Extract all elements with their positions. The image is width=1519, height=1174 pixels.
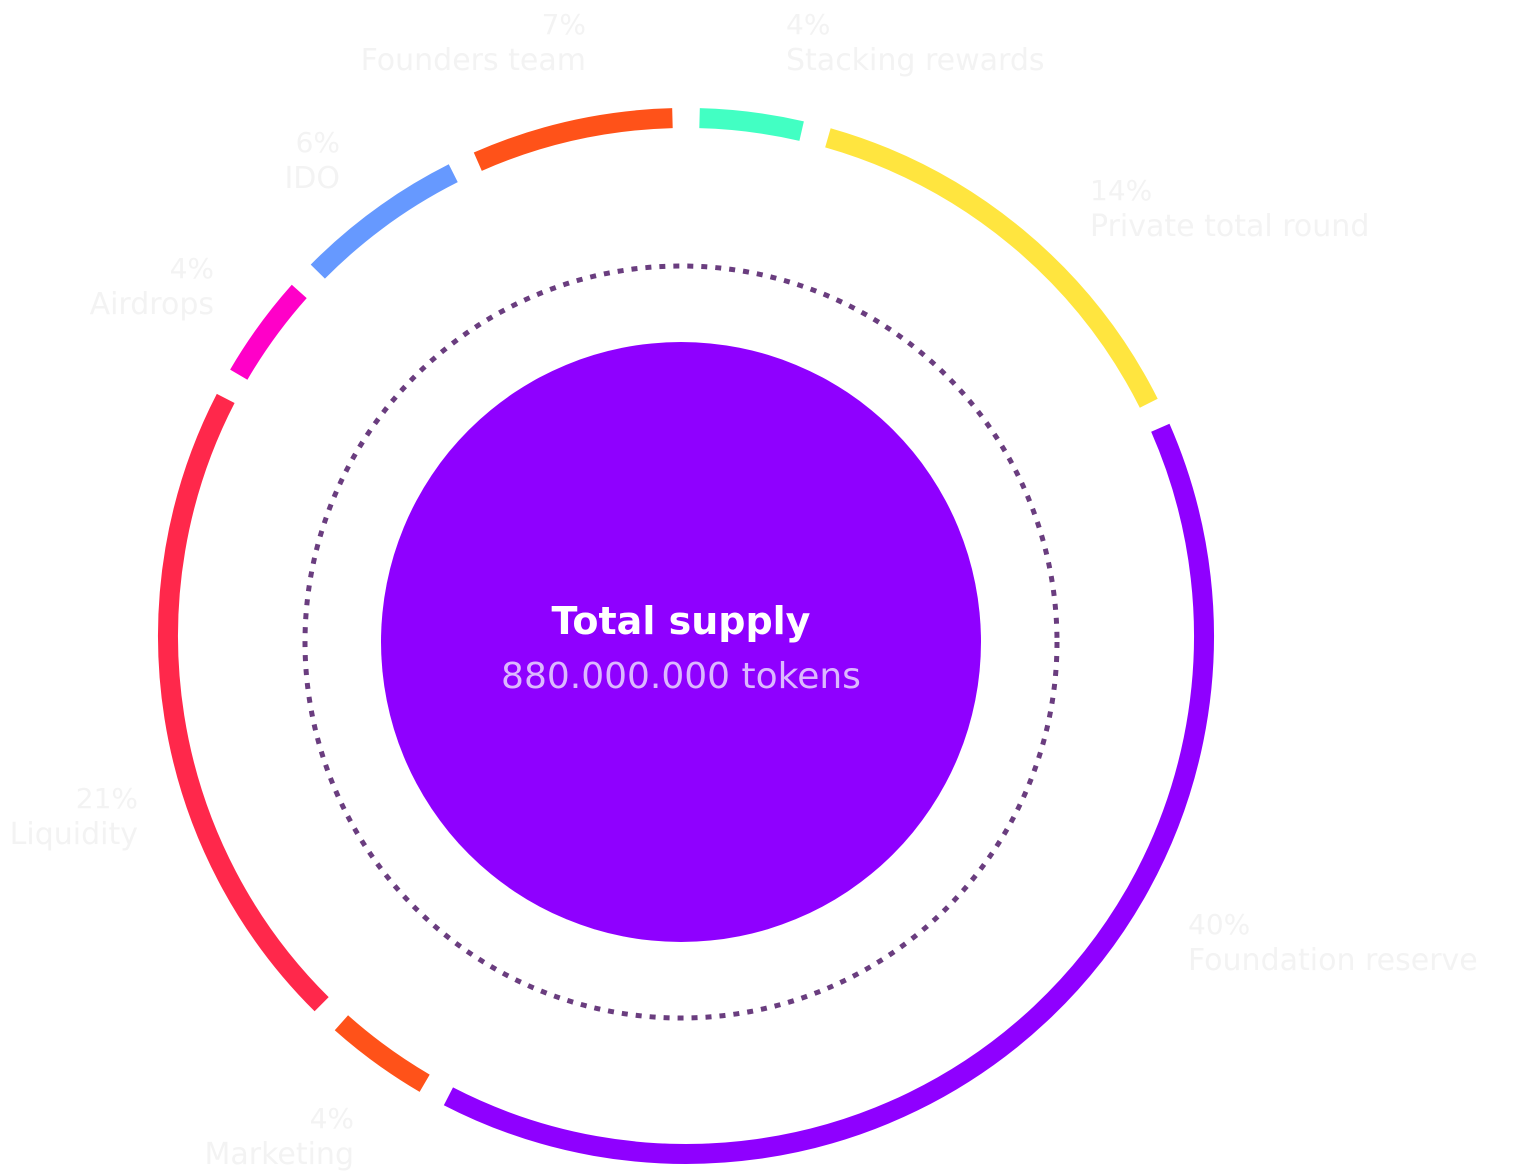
center-subtitle: 880.000.000 tokens (501, 656, 861, 697)
slice-name-label: Airdrops (90, 287, 214, 322)
slice-liquidity (158, 393, 329, 1012)
slice-name-label: Founders team (361, 43, 586, 78)
slice-percent-label: 4% (170, 252, 214, 285)
dotted-ring (302, 263, 1060, 1021)
slice-airdrops (230, 284, 307, 380)
slice-percent-label: 14% (1090, 174, 1152, 207)
slice-marketing (334, 1015, 430, 1092)
slice-name-label: Stacking rewards (786, 43, 1045, 78)
slice-founders-team (473, 108, 673, 171)
slice-name-label: Liquidity (10, 817, 138, 852)
slice-name-label: Private total round (1090, 209, 1369, 244)
slice-percent-label: 6% (296, 126, 340, 159)
chart-arcs (158, 108, 1214, 1164)
slice-stacking-rewards (699, 108, 804, 141)
slice-foundation-reserve (443, 423, 1214, 1164)
slice-name-label: Marketing (204, 1137, 354, 1172)
slice-ido (310, 164, 458, 279)
center-disc (381, 342, 981, 942)
center-title: Total supply (552, 599, 811, 643)
slice-private-total-round (825, 128, 1158, 408)
slice-percent-label: 21% (76, 782, 138, 815)
slice-percent-label: 7% (542, 8, 586, 41)
slice-name-label: Foundation reserve (1188, 943, 1478, 978)
slice-percent-label: 40% (1188, 908, 1250, 941)
slice-percent-label: 4% (310, 1102, 354, 1135)
slice-name-label: IDO (284, 161, 340, 196)
slice-percent-label: 4% (786, 8, 830, 41)
